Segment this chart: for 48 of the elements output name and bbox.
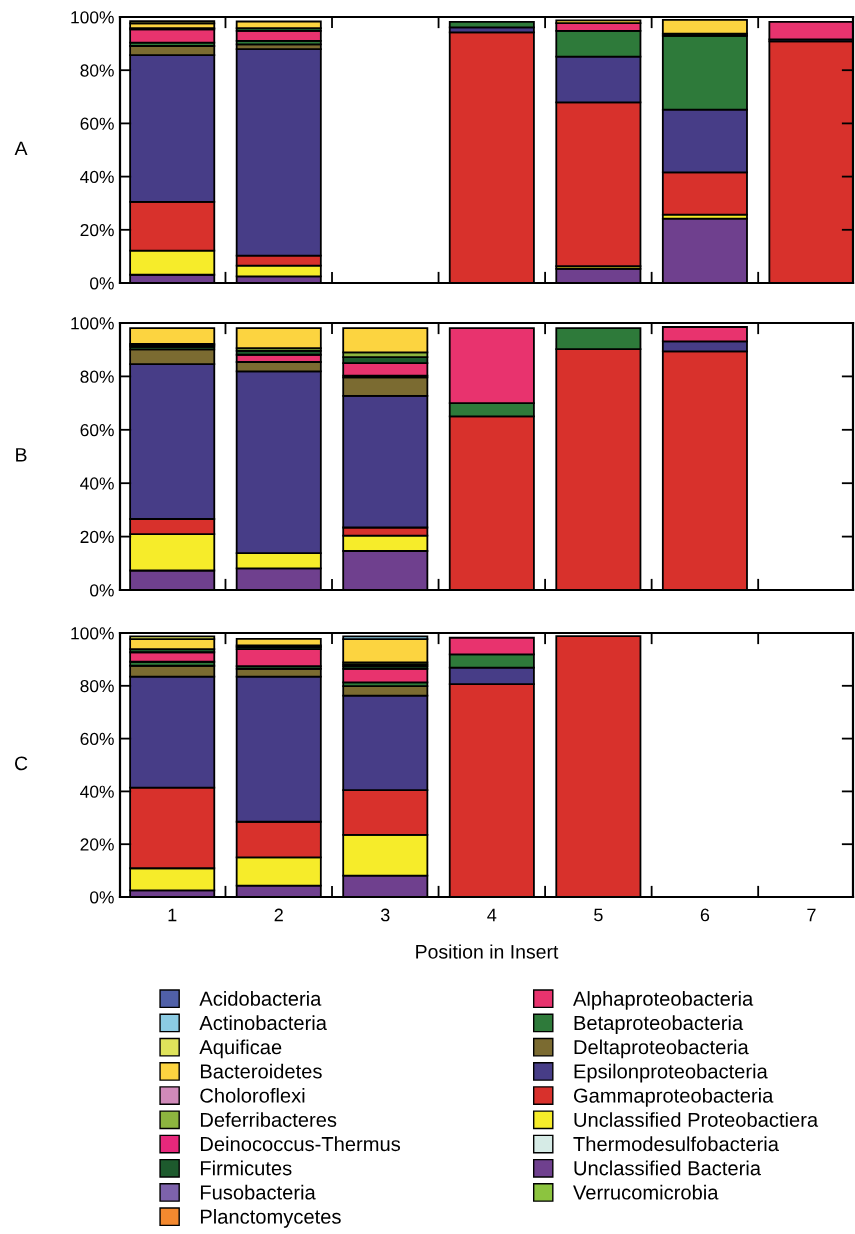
y-axis-title: B (16, 448, 27, 462)
y-tick-label: 60% (80, 117, 114, 130)
legend-label: Thermodesulfobacteria (573, 1136, 779, 1152)
legend-label: Planctomycetes (200, 1209, 341, 1228)
legend-label: Acidobacteria (199, 991, 322, 1006)
y-tick-label: 40% (80, 170, 114, 184)
y-tick-label: 20% (80, 223, 114, 237)
legend-label: Choloroflexi (200, 1087, 305, 1103)
y-tick-label: 40% (80, 785, 114, 798)
x-tick-label: 5 (594, 908, 603, 922)
y-tick-label: 100% (71, 11, 114, 24)
y-tick-label: 0% (90, 277, 114, 290)
y-tick-label: 100% (71, 627, 114, 640)
y-tick-label: 80% (80, 64, 114, 77)
legend-label: Firmicutes (200, 1160, 292, 1176)
legend-label: Aquificae (199, 1039, 282, 1059)
legend-label: Betaproteobacteria (574, 1015, 744, 1035)
x-axis-title: Position in Insert (416, 944, 559, 959)
x-tick-label: 6 (700, 908, 710, 922)
y-axis-title: C (15, 756, 28, 771)
x-tick-label: 7 (807, 908, 816, 922)
y-tick-label: 100% (71, 317, 114, 330)
y-tick-label: 60% (80, 732, 114, 746)
legend-label: Unclassified Proteobactiera (574, 1112, 819, 1127)
legend-label: Deltaproteobacteria (574, 1039, 749, 1059)
legend-label: Deferribacteres (200, 1112, 337, 1127)
legend-label: Alphaproteobacteria (573, 991, 754, 1010)
legend-label: Unclassified Bacteria (574, 1160, 761, 1176)
legend-label: Deinococcus-Thermus (200, 1136, 401, 1152)
y-tick-label: 80% (80, 370, 114, 383)
x-tick-label: 4 (487, 908, 497, 922)
legend-label: Verrucomicrobia (573, 1184, 719, 1200)
y-tick-label: 0% (90, 891, 114, 904)
y-axis-title: A (14, 141, 28, 156)
legend-label: Fusobacteria (200, 1184, 316, 1200)
x-tick-label: 3 (380, 908, 390, 922)
y-tick-label: 60% (80, 423, 114, 437)
y-tick-label: 20% (80, 838, 114, 851)
x-tick-label: 1 (168, 908, 177, 922)
y-tick-label: 20% (80, 530, 114, 544)
y-tick-label: 40% (80, 477, 114, 490)
y-tick-label: 80% (80, 679, 114, 693)
legend-label: Actinobacteria (199, 1015, 327, 1031)
legend-label: Gammaproteobacteria (573, 1087, 774, 1107)
y-tick-label: 0% (90, 584, 114, 597)
legend-label: Epsilonproteobacteria (574, 1063, 768, 1083)
legend-label: Bacteroidetes (200, 1063, 322, 1079)
x-tick-label: 2 (274, 908, 283, 922)
